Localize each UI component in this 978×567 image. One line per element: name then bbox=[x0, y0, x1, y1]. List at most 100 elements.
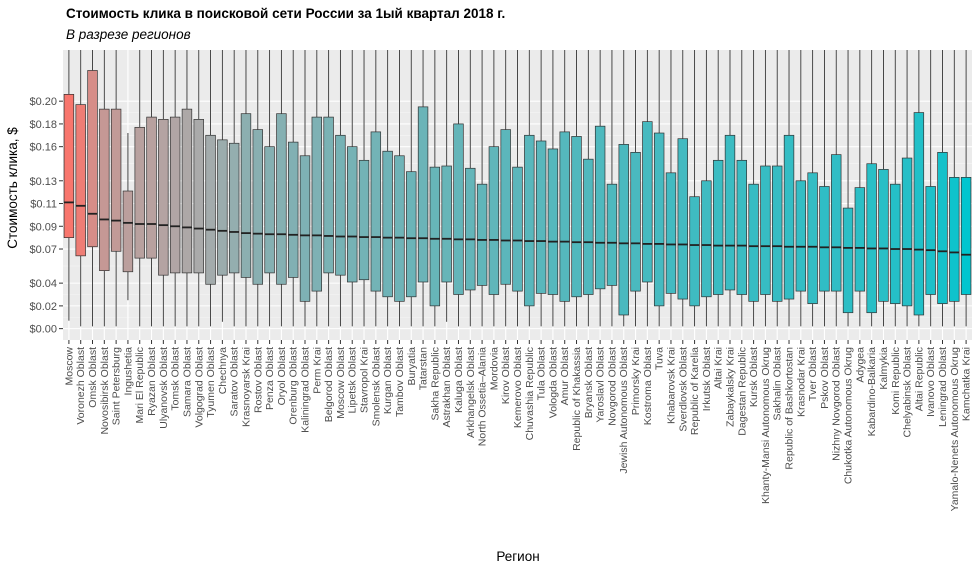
x-tick-label: Republic of Bashkortostan bbox=[784, 347, 796, 470]
x-tick-label: Tula Oblast bbox=[536, 347, 548, 400]
x-tick-label: Volgograd Oblast bbox=[193, 347, 205, 428]
x-tick-label: Primorsky Krai bbox=[630, 347, 642, 415]
x-tick-label: Republic of Khakassia bbox=[571, 347, 583, 451]
box-moscow-oblast bbox=[335, 50, 346, 327]
x-tick-label: Chelyabinsk Oblast bbox=[902, 347, 914, 438]
box-belgorod-oblast bbox=[323, 50, 334, 327]
x-tick-label: Adygea bbox=[854, 347, 866, 383]
box-bryansk-oblast bbox=[583, 50, 594, 327]
box-yamalo-nenets-autonomous-okrug bbox=[949, 50, 960, 327]
y-tick-label: $0.07 bbox=[29, 244, 57, 256]
box-pskov-oblast bbox=[819, 50, 830, 327]
x-tick-label: Dagestan Republic bbox=[736, 347, 748, 436]
x-tick-label: Lipetsk Oblast bbox=[347, 347, 359, 414]
iqr-box bbox=[772, 165, 783, 302]
iqr-box bbox=[571, 136, 582, 298]
x-tick-label: Buryatia bbox=[406, 347, 418, 386]
iqr-box bbox=[854, 187, 866, 292]
iqr-box bbox=[465, 167, 476, 291]
iqr-box bbox=[453, 123, 464, 295]
iqr-box bbox=[87, 70, 98, 248]
x-tick-label: Arkhangelsk Oblast bbox=[465, 347, 477, 438]
y-tick-label: $0.20 bbox=[29, 96, 57, 108]
iqr-box bbox=[134, 126, 145, 259]
x-tick-label: Belgorod Oblast bbox=[323, 347, 335, 422]
x-tick-label: Amur Oblast bbox=[559, 347, 571, 405]
iqr-box bbox=[606, 183, 618, 286]
box-kalmykia bbox=[878, 50, 889, 327]
iqr-box bbox=[382, 150, 393, 298]
iqr-box bbox=[394, 155, 405, 302]
x-tick-label: Mari El Republic bbox=[134, 347, 146, 423]
iqr-box bbox=[524, 134, 535, 307]
iqr-box bbox=[99, 108, 110, 271]
box-kaluga-oblast bbox=[453, 50, 464, 327]
box-tyumen-oblast bbox=[205, 50, 216, 327]
box-amur-oblast bbox=[559, 50, 570, 327]
box-komi-republic bbox=[890, 50, 901, 327]
x-tick-label: Bryansk Oblast bbox=[583, 347, 595, 418]
iqr-box bbox=[960, 177, 972, 295]
iqr-box bbox=[500, 129, 511, 285]
box-saint-petersburg bbox=[110, 50, 122, 327]
box-saratov-oblast bbox=[228, 50, 240, 327]
x-tick-label: Khabarovsk Krai bbox=[665, 347, 677, 424]
box-kursk-oblast bbox=[748, 50, 759, 327]
iqr-box bbox=[701, 180, 712, 298]
x-tick-label: Smolensk Oblast bbox=[370, 347, 382, 426]
box-leningrad-oblast bbox=[937, 50, 948, 327]
iqr-box bbox=[217, 139, 228, 276]
box-lipetsk-oblast bbox=[347, 50, 358, 327]
box-vologda-oblast bbox=[547, 50, 559, 327]
iqr-box bbox=[642, 121, 653, 283]
x-tick-label: Chechnya bbox=[217, 347, 229, 394]
box-ingushetia bbox=[122, 133, 134, 301]
iqr-box bbox=[370, 131, 382, 292]
box-kirov-oblast bbox=[500, 50, 511, 327]
iqr-box bbox=[842, 207, 854, 314]
box-smolensk-oblast bbox=[370, 50, 382, 327]
box-perm-krai bbox=[311, 50, 323, 327]
x-tick-label: Tambov Oblast bbox=[394, 347, 406, 417]
box-kabardino-balkaria bbox=[866, 50, 877, 327]
box-north-ossetia-alania bbox=[476, 50, 488, 327]
x-tick-label: Komi Republic bbox=[890, 347, 902, 415]
iqr-box bbox=[724, 134, 736, 291]
x-tick-label: Republic of Karelia bbox=[689, 347, 701, 435]
y-axis-title: Стоимость клика, $ bbox=[5, 127, 20, 249]
x-tick-label: Tuva bbox=[654, 347, 666, 370]
iqr-box bbox=[347, 146, 358, 283]
chart-subtitle: В разрезе регионов bbox=[66, 27, 191, 42]
box-tambov-oblast bbox=[394, 50, 405, 327]
y-tick-label: $0.00 bbox=[29, 324, 57, 336]
x-tick-label: Sakhalin Oblast bbox=[772, 347, 784, 421]
x-tick-label: Tatarstan bbox=[418, 347, 430, 390]
box-novosibirsk-oblast bbox=[99, 50, 110, 327]
box-adygea bbox=[854, 50, 866, 327]
x-tick-label: Kursk Oblast bbox=[748, 347, 760, 407]
x-tick-label: Tver Oblast bbox=[807, 347, 819, 401]
iqr-box bbox=[441, 165, 452, 283]
iqr-box bbox=[653, 132, 665, 307]
box-arkhangelsk-oblast bbox=[465, 50, 476, 327]
x-tick-label: Ulyanovsk Oblast bbox=[158, 347, 170, 429]
x-tick-label: Rostov Oblast bbox=[252, 347, 264, 413]
x-tick-label: Ivanovo Oblast bbox=[925, 347, 937, 417]
box-chechnya bbox=[217, 50, 228, 322]
x-tick-label: Kemerovo Oblast bbox=[512, 347, 524, 428]
box-novgorod-oblast bbox=[606, 50, 618, 327]
iqr-box bbox=[535, 140, 547, 294]
box-yaroslavl-oblast bbox=[594, 50, 606, 327]
iqr-box bbox=[288, 141, 299, 278]
box-krasnoyarsk-krai bbox=[240, 50, 252, 327]
x-tick-label: Kamchatka Krai bbox=[961, 347, 973, 421]
box-chuvashia-republic bbox=[524, 50, 535, 327]
box-tatarstan bbox=[417, 50, 429, 327]
iqr-box bbox=[110, 108, 122, 252]
iqr-box bbox=[276, 113, 287, 285]
iqr-box bbox=[866, 163, 877, 314]
iqr-box bbox=[925, 186, 936, 295]
chart-title: Стоимость клика в поисковой сети России … bbox=[66, 6, 506, 21]
box-omsk-oblast bbox=[87, 50, 98, 327]
x-tick-label: Chuvashia Republic bbox=[524, 347, 536, 440]
